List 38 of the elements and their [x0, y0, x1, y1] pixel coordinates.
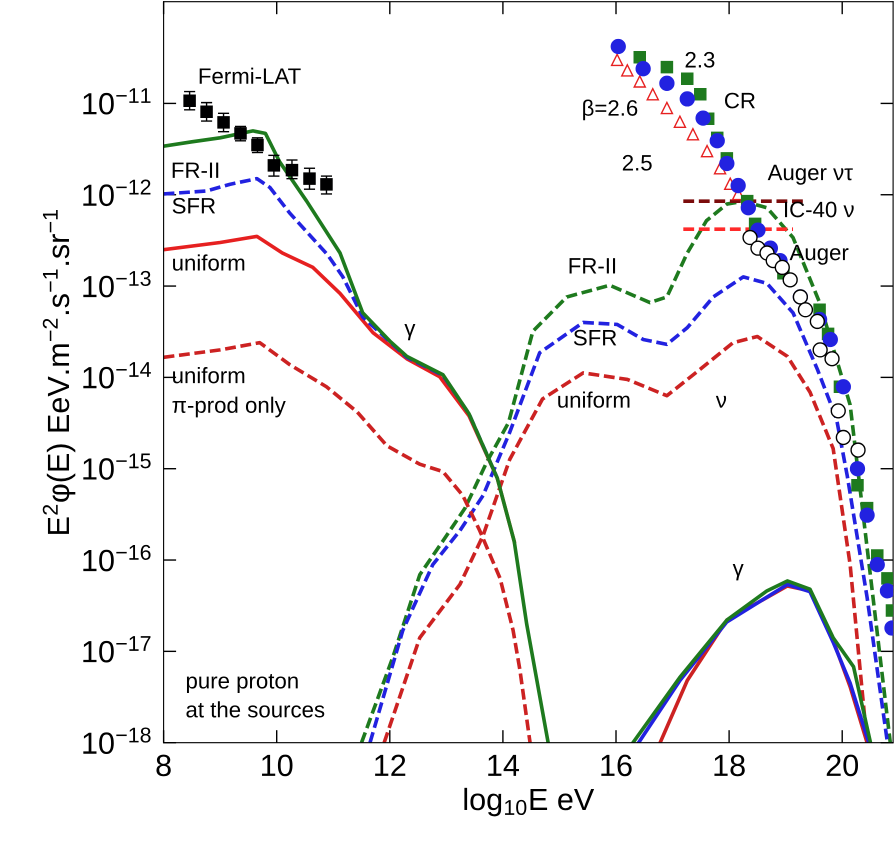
y-tick-label: 10$^{−14}$: [83, 362, 151, 388]
x-tick-label: 18: [714, 754, 745, 776]
annotation: FR-II: [570, 258, 616, 274]
x-tick-label: 8: [156, 754, 171, 776]
annotation: uniform: [173, 367, 244, 384]
y-tick-label: 10$^{−12}$: [83, 180, 150, 206]
annotation: uniform: [173, 254, 244, 271]
annotation: SFR: [172, 198, 216, 214]
annotation: CR: [724, 92, 755, 108]
annotation: 2.3: [686, 52, 714, 68]
x-tick-label: 14: [488, 754, 520, 776]
annotation: Auger: [790, 244, 848, 265]
y-axis-title: E$^{2}$φ(E) EeV.m$^{−2}$.s$^{−1}$.sr$^{−1}$: [42, 210, 76, 534]
x-tick-label: 12: [375, 754, 406, 776]
annotation: SFR: [574, 330, 616, 346]
annotation: Auger ντ: [768, 164, 853, 185]
annotation: at the sources: [186, 701, 324, 718]
x-tick-label: 10: [262, 754, 293, 776]
y-tick-label: 10$^{−13}$: [83, 270, 151, 298]
annotation: γ: [404, 324, 416, 340]
y-tick-label: 10$^{−16}$: [83, 544, 151, 572]
y-tick-label: 10$^{−11}$: [83, 88, 150, 115]
annotation: Fermi-LAT: [200, 68, 301, 84]
annotation: π-prod only: [172, 396, 286, 418]
y-tick-label: 10$^{−17}$: [83, 636, 150, 662]
annotation: ν: [716, 396, 726, 408]
annotation: IC-40 ν: [785, 202, 854, 218]
y-tick-label: 10$^{−15}$: [83, 454, 151, 480]
x-axis-title: log$_{10}$E eV: [464, 788, 594, 816]
y-tick-label: 10$^{−18}$: [83, 727, 151, 754]
x-tick-label: 16: [601, 754, 632, 776]
annotation: 2.5: [622, 154, 652, 171]
annotation: pure proton: [186, 674, 298, 694]
annotation: γ: [732, 564, 744, 580]
annotation: FR-II: [172, 162, 218, 178]
x-tick-label: 20: [826, 754, 858, 776]
annotation: β=2.6: [583, 100, 638, 120]
annotation: uniform: [558, 391, 630, 408]
